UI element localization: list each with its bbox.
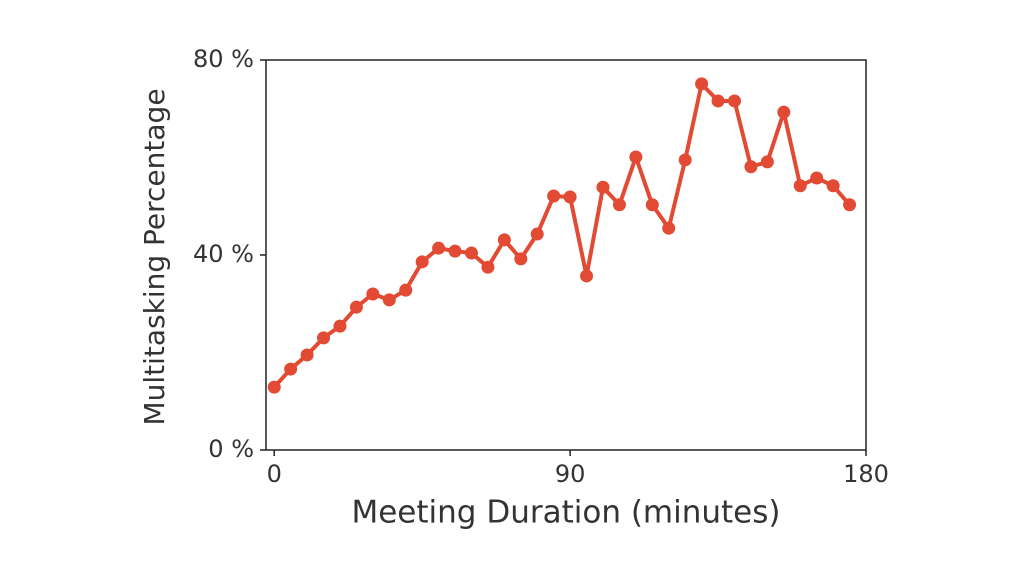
line <box>272 81 852 389</box>
point <box>366 287 380 301</box>
point <box>317 331 331 345</box>
x-tick-label: 180 <box>843 460 889 488</box>
point <box>514 252 528 266</box>
point <box>333 319 347 333</box>
point <box>481 260 495 274</box>
point <box>399 283 413 297</box>
point <box>497 233 511 247</box>
point <box>810 171 824 185</box>
point <box>284 362 298 376</box>
point <box>596 180 610 194</box>
point <box>547 189 561 203</box>
x-tick-label: 90 <box>555 460 586 488</box>
x-tick-label: 0 <box>267 460 282 488</box>
point <box>432 241 446 255</box>
point <box>695 77 709 91</box>
point <box>349 300 363 314</box>
point <box>843 198 857 212</box>
y-tick-label: 0 % <box>208 435 254 463</box>
point <box>629 150 643 164</box>
point <box>744 160 758 174</box>
point <box>580 269 594 283</box>
point <box>300 348 314 362</box>
point <box>662 221 676 235</box>
point <box>563 190 577 204</box>
point <box>678 153 692 167</box>
y-tick-label: 80 % <box>193 45 254 73</box>
y-tick-label: 40 % <box>193 240 254 268</box>
point <box>793 179 807 193</box>
plot-frame <box>265 59 867 451</box>
point <box>645 198 659 212</box>
point <box>448 244 462 258</box>
point <box>760 155 774 169</box>
point <box>415 255 429 269</box>
point <box>826 179 840 193</box>
y-axis-label: Multitasking Percentage <box>138 88 171 425</box>
point <box>612 198 626 212</box>
point <box>267 380 281 394</box>
point <box>777 105 791 119</box>
point <box>464 246 478 260</box>
x-axis-label: Meeting Duration (minutes) <box>351 495 780 531</box>
point <box>711 94 725 108</box>
point <box>530 227 544 241</box>
point <box>727 94 741 108</box>
point <box>382 293 396 307</box>
